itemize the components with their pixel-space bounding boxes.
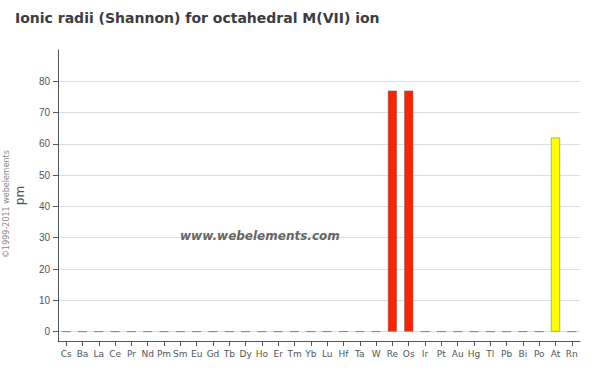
svg-text:Yb: Yb [304,349,316,359]
svg-text:80: 80 [39,76,51,87]
svg-text:40: 40 [39,201,51,212]
svg-text:W: W [372,349,381,359]
svg-text:pm: pm [13,186,27,205]
svg-text:60: 60 [39,138,51,149]
svg-text:www.webelements.com: www.webelements.com [180,229,340,243]
svg-text:Lu: Lu [322,349,333,359]
svg-text:Ho: Ho [256,349,269,359]
svg-text:Cs: Cs [61,349,72,359]
svg-text:Pb: Pb [501,349,512,359]
svg-text:Sm: Sm [173,349,187,359]
svg-text:Po: Po [534,349,545,359]
svg-text:70: 70 [39,107,51,118]
svg-text:Pr: Pr [127,349,136,359]
svg-text:Ce: Ce [109,349,121,359]
svg-text:Hg: Hg [468,349,480,359]
svg-text:©1999-2011 webelements: ©1999-2011 webelements [2,150,11,258]
svg-text:Hf: Hf [339,349,350,359]
svg-text:La: La [94,349,105,359]
svg-text:Tb: Tb [223,349,235,359]
svg-text:Pm: Pm [157,349,171,359]
svg-text:Au: Au [452,349,464,359]
svg-text:10: 10 [39,295,51,306]
svg-text:50: 50 [39,170,51,181]
svg-text:Tm: Tm [286,349,301,359]
svg-text:Gd: Gd [207,349,220,359]
svg-text:Re: Re [387,349,399,359]
svg-text:Pt: Pt [437,349,446,359]
svg-text:Rn: Rn [566,349,578,359]
svg-text:Tl: Tl [485,349,494,359]
svg-text:Ir: Ir [422,349,429,359]
svg-text:Eu: Eu [191,349,202,359]
svg-text:Ionic radii (Shannon) for octa: Ionic radii (Shannon) for octahedral M(V… [15,10,380,26]
svg-text:Er: Er [274,349,284,359]
svg-text:Nd: Nd [141,349,153,359]
svg-text:Bi: Bi [519,349,528,359]
svg-text:0: 0 [44,326,50,337]
svg-text:At: At [551,349,561,359]
svg-text:Os: Os [403,349,415,359]
svg-text:30: 30 [39,232,51,243]
svg-text:20: 20 [39,264,51,275]
svg-text:Ta: Ta [354,349,365,359]
svg-text:Dy: Dy [239,349,252,359]
svg-text:Ba: Ba [77,349,89,359]
